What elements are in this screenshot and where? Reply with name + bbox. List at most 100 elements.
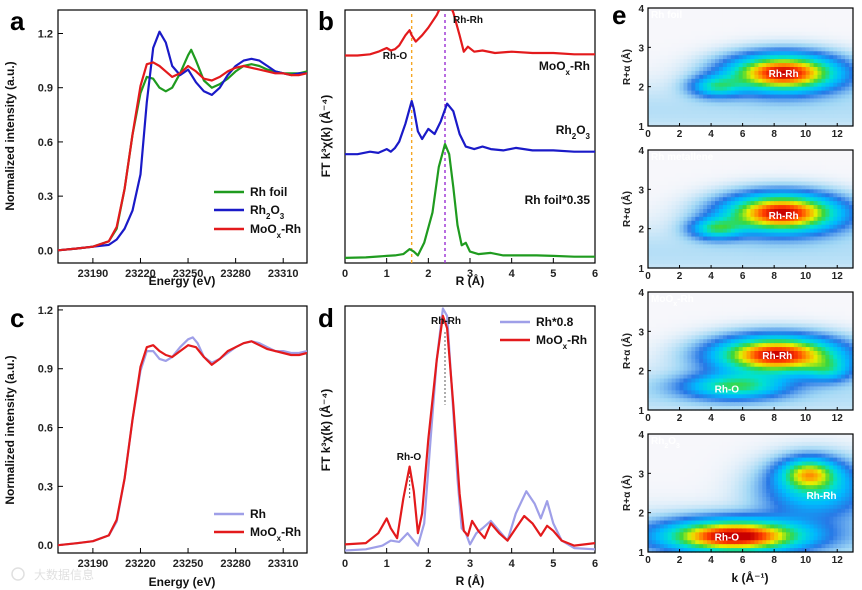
- heatmap-cell: [770, 94, 775, 100]
- heatmap-cell: [797, 161, 803, 167]
- heatmap-cell: [671, 106, 677, 111]
- heatmap-cell: [778, 307, 783, 313]
- heatmap-cell: [703, 347, 708, 352]
- heatmap-cell: [655, 27, 661, 33]
- heatmap-cell: [659, 90, 665, 96]
- heatmap-cell: [821, 347, 826, 352]
- heatmap-cell: [774, 205, 779, 210]
- heatmap-cell: [695, 15, 700, 21]
- heatmap-cell: [699, 11, 704, 17]
- heatmap-cell: [817, 248, 823, 253]
- heatmap-cell: [707, 23, 712, 29]
- heatmap-cell: [797, 90, 803, 96]
- heatmap-cell: [683, 39, 689, 44]
- heatmap-cell: [829, 398, 834, 403]
- heatmap-cell: [730, 177, 736, 183]
- heatmap-cell: [715, 205, 720, 210]
- heatmap-cell: [829, 39, 834, 44]
- heatmap-cell: [849, 256, 854, 261]
- heatmap-cell: [651, 504, 657, 510]
- heatmap-cell: [659, 445, 665, 451]
- heatmap-cell: [715, 51, 720, 56]
- heatmap-cell: [797, 354, 803, 360]
- heatmap-cell: [675, 15, 681, 21]
- heatmap-cell: [651, 228, 657, 234]
- heatmap-cell: [758, 165, 763, 171]
- heatmap-cell: [659, 315, 665, 321]
- heatmap-cell: [730, 292, 736, 297]
- heatmap-cell: [837, 197, 842, 202]
- heatmap-cell: [691, 339, 696, 344]
- heatmap-cell: [663, 382, 669, 387]
- heatmap-cell: [726, 370, 732, 376]
- heatmap-cell: [821, 256, 826, 261]
- heatmap-cell: [785, 94, 791, 100]
- heatmap-cell: [758, 161, 763, 167]
- heatmap-cell: [841, 370, 846, 376]
- heatmap-cell: [671, 35, 677, 41]
- heatmap-cell: [821, 394, 826, 399]
- heatmap-cell: [825, 189, 830, 194]
- heatmap-cell: [671, 354, 677, 360]
- heatmap-cell: [663, 181, 669, 186]
- heatmap-cell: [746, 169, 752, 175]
- heatmap-cell: [699, 402, 704, 407]
- heatmap-cell: [762, 102, 767, 107]
- heatmap-cell: [817, 185, 823, 190]
- heatmap-cell: [648, 489, 653, 494]
- heatmap-cell: [722, 260, 728, 265]
- heatmap-cell: [648, 264, 653, 269]
- heatmap-cell: [833, 292, 838, 297]
- heatmap-cell: [829, 315, 834, 321]
- heatmap-cell: [813, 339, 819, 344]
- heatmap-cell: [845, 193, 850, 198]
- heatmap-cell: [778, 386, 783, 391]
- heatmap-cell: [707, 216, 712, 222]
- heatmap-cell: [825, 193, 830, 198]
- heatmap-cell: [687, 15, 692, 21]
- heatmap-cell: [766, 197, 771, 202]
- heatmap-cell: [754, 39, 759, 44]
- heatmap-cell: [849, 299, 854, 305]
- heatmap-cell: [782, 386, 787, 391]
- x-tick-label: 0: [342, 558, 348, 570]
- heatmap-cell: [833, 224, 838, 230]
- heatmap-cell: [762, 232, 767, 238]
- heatmap-cell: [703, 205, 708, 210]
- heatmap-cell: [699, 205, 704, 210]
- heatmap-cell: [841, 315, 846, 321]
- heatmap-cell: [726, 98, 732, 103]
- heatmap-cell: [785, 197, 791, 202]
- heatmap-cell: [703, 197, 708, 202]
- heatmap-cell: [817, 31, 823, 37]
- heatmap-cell: [817, 386, 823, 391]
- heatmap-cell: [774, 181, 779, 186]
- heatmap-cell: [813, 335, 819, 340]
- heatmap-cell: [699, 398, 704, 403]
- heatmap-cell: [837, 181, 842, 186]
- heatmap-cell: [813, 323, 819, 328]
- heatmap-cell: [778, 150, 783, 155]
- heatmap-cell: [738, 398, 744, 403]
- heatmap-cell: [778, 240, 783, 245]
- heatmap-cell: [687, 67, 692, 72]
- heatmap-cell: [797, 157, 803, 163]
- x-tick-label: 8: [771, 413, 777, 424]
- heatmap-cell: [770, 295, 775, 301]
- heatmap-cell: [695, 86, 700, 92]
- heatmap-cell: [821, 240, 826, 245]
- heatmap-cell: [797, 402, 803, 407]
- heatmap-cell: [659, 39, 665, 44]
- heatmap-cell: [766, 398, 771, 403]
- heatmap-cell: [793, 319, 799, 325]
- heatmap-cell: [695, 11, 700, 17]
- wavelet-title: Rh metallene: [651, 152, 714, 163]
- heatmap-cell: [750, 74, 756, 80]
- heatmap-cell: [687, 343, 692, 348]
- heatmap-cell: [797, 311, 803, 317]
- heatmap-cell: [746, 209, 752, 214]
- heatmap-cell: [734, 43, 740, 48]
- heatmap-cell: [829, 295, 834, 301]
- heatmap-cell: [683, 157, 689, 163]
- heatmap-cell: [821, 315, 826, 321]
